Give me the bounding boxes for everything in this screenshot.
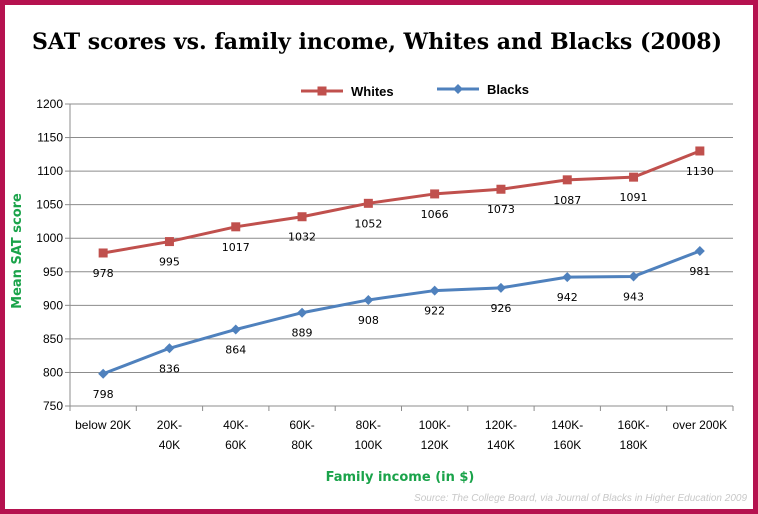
data-label: 1032 [288,231,316,244]
data-point [297,212,307,222]
data-point [429,285,440,296]
chart-title: SAT scores vs. family income, Whites and… [32,29,722,55]
x-tick-label: 80K-100K [354,418,382,452]
legend-item-blacks: Blacks [437,82,529,97]
y-tick-label: 850 [43,332,63,346]
series-line [102,149,701,255]
data-label: 1087 [553,194,581,207]
source-note: Source: The College Board, via Journal o… [414,493,747,504]
data-label: 1017 [222,241,250,254]
chart-frame: SAT scores vs. family income, Whites and… [5,5,753,509]
data-point [629,172,639,182]
data-label: 1066 [421,208,449,221]
y-tick-label: 800 [43,365,63,379]
y-tick-label: 1050 [36,198,63,212]
series-blacks: 798 836 864 889 908 922 926 942 943 981 [93,245,710,401]
legend-marker [317,86,327,96]
data-label: 889 [292,327,313,340]
data-point [164,343,175,354]
data-label: 864 [225,343,246,356]
data-point [230,324,241,335]
data-label: 978 [93,267,114,280]
data-point [694,245,705,256]
y-axis-title: Mean SAT score [10,193,25,309]
data-label: 836 [159,362,180,375]
x-tick-label: 40K-60K [223,418,248,452]
y-tick-label: 950 [43,265,63,279]
data-point [98,248,108,258]
legend-label: Whites [351,84,394,99]
data-label: 798 [93,388,114,401]
data-label: 981 [689,265,710,278]
data-point [164,237,174,247]
data-point [363,294,374,305]
y-tick-label: 1000 [36,231,63,245]
data-label: 995 [159,256,180,269]
data-label: 1091 [620,191,648,204]
legend-marker [453,84,463,94]
data-label: 1130 [686,165,714,178]
data-point [496,184,506,194]
x-tick-label: over 200K [672,418,727,432]
x-tick-label: below 20K [75,418,131,432]
y-tick-label: 750 [43,399,63,413]
y-tick-label: 1200 [36,97,63,111]
axes: 750 800 850 900 950 1000 1050 1100 1150 1200 below… [36,97,734,452]
data-label: 908 [358,314,379,327]
data-label: 943 [623,290,644,303]
data-point [231,222,241,232]
data-point [562,272,573,283]
data-point [363,198,373,208]
x-tick-label: 60K-80K [289,418,314,452]
data-label: 1052 [354,217,382,230]
series-layer: 978 995 1017 1032 1052 1066 1073 1087 1091 1130 79… [93,146,714,401]
x-tick-label: 160K-180K [618,418,650,452]
x-axis-title: Family income (in $) [326,470,475,485]
data-point [695,146,705,156]
data-label: 926 [490,302,511,315]
x-tick-label: 120K-140K [485,418,517,452]
data-point [562,175,572,185]
y-tick-label: 1100 [37,164,63,178]
y-tick-label: 900 [43,298,63,312]
x-tick-label: 140K-160K [551,418,583,452]
legend: Whites Blacks [301,82,529,99]
y-tick-label: 1150 [37,131,63,145]
x-tick-label: 100K-120K [419,418,451,452]
data-point [430,189,440,199]
data-point [628,271,639,282]
data-label: 1073 [487,203,515,216]
x-tick-label: 20K-40K [157,418,182,452]
series-whites: 978 995 1017 1032 1052 1066 1073 1087 1091 1130 [93,146,714,280]
sat-income-chart: SAT scores vs. family income, Whites and… [10,29,747,504]
data-point [98,368,109,379]
series-line [102,249,701,376]
legend-label: Blacks [487,82,529,97]
legend-item-whites: Whites [301,84,394,99]
data-label: 942 [557,291,578,304]
data-label: 922 [424,305,445,318]
data-point [297,307,308,318]
data-point [495,282,506,293]
